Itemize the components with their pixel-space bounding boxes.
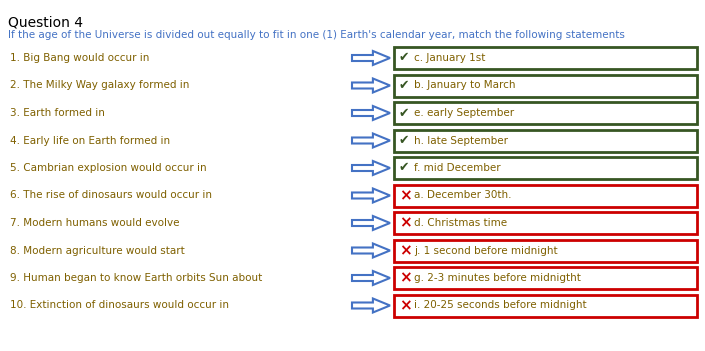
Polygon shape xyxy=(352,271,390,285)
Polygon shape xyxy=(352,298,390,312)
FancyBboxPatch shape xyxy=(394,157,697,179)
Text: 9. Human began to know Earth orbits Sun about: 9. Human began to know Earth orbits Sun … xyxy=(10,273,262,283)
Polygon shape xyxy=(352,216,390,230)
Text: 3. Earth formed in: 3. Earth formed in xyxy=(10,108,105,118)
FancyBboxPatch shape xyxy=(394,212,697,234)
Text: 4. Early life on Earth formed in: 4. Early life on Earth formed in xyxy=(10,135,170,146)
Text: f. mid December: f. mid December xyxy=(414,163,501,173)
Text: Question 4: Question 4 xyxy=(8,15,83,29)
Polygon shape xyxy=(352,244,390,258)
FancyBboxPatch shape xyxy=(394,239,697,261)
Polygon shape xyxy=(352,188,390,203)
Text: ×: × xyxy=(399,271,412,285)
Text: ×: × xyxy=(399,298,412,313)
Text: ✔: ✔ xyxy=(399,161,410,174)
FancyBboxPatch shape xyxy=(394,130,697,152)
Polygon shape xyxy=(352,79,390,93)
Text: c. January 1st: c. January 1st xyxy=(414,53,485,63)
Text: d. Christmas time: d. Christmas time xyxy=(414,218,507,228)
Polygon shape xyxy=(352,51,390,65)
FancyBboxPatch shape xyxy=(394,185,697,206)
Text: ✔: ✔ xyxy=(399,79,410,92)
Text: ✔: ✔ xyxy=(399,52,410,65)
Text: 10. Extinction of dinosaurs would occur in: 10. Extinction of dinosaurs would occur … xyxy=(10,300,229,311)
Text: 8. Modern agriculture would start: 8. Modern agriculture would start xyxy=(10,245,185,256)
Text: 1. Big Bang would occur in: 1. Big Bang would occur in xyxy=(10,53,149,63)
FancyBboxPatch shape xyxy=(394,267,697,289)
Text: e. early September: e. early September xyxy=(414,108,514,118)
Polygon shape xyxy=(352,161,390,175)
Polygon shape xyxy=(352,106,390,120)
Text: b. January to March: b. January to March xyxy=(414,80,515,91)
Text: 7. Modern humans would evolve: 7. Modern humans would evolve xyxy=(10,218,180,228)
Text: j. 1 second before midnight: j. 1 second before midnight xyxy=(414,245,558,256)
Text: i. 20-25 seconds before midnight: i. 20-25 seconds before midnight xyxy=(414,300,587,311)
Text: ×: × xyxy=(399,216,412,231)
Text: 2. The Milky Way galaxy formed in: 2. The Milky Way galaxy formed in xyxy=(10,80,190,91)
Text: ×: × xyxy=(399,243,412,258)
Polygon shape xyxy=(352,133,390,147)
Text: ×: × xyxy=(399,188,412,203)
Text: g. 2-3 minutes before midnigtht: g. 2-3 minutes before midnigtht xyxy=(414,273,581,283)
Text: If the age of the Universe is divided out equally to fit in one (1) Earth's cale: If the age of the Universe is divided ou… xyxy=(8,30,625,40)
Text: h. late September: h. late September xyxy=(414,135,508,146)
Text: ✔: ✔ xyxy=(399,106,410,119)
FancyBboxPatch shape xyxy=(394,294,697,317)
Text: a. December 30th.: a. December 30th. xyxy=(414,191,512,200)
Text: ✔: ✔ xyxy=(399,134,410,147)
FancyBboxPatch shape xyxy=(394,47,697,69)
FancyBboxPatch shape xyxy=(394,102,697,124)
Text: 5. Cambrian explosion would occur in: 5. Cambrian explosion would occur in xyxy=(10,163,207,173)
Text: 6. The rise of dinosaurs would occur in: 6. The rise of dinosaurs would occur in xyxy=(10,191,212,200)
FancyBboxPatch shape xyxy=(394,74,697,97)
